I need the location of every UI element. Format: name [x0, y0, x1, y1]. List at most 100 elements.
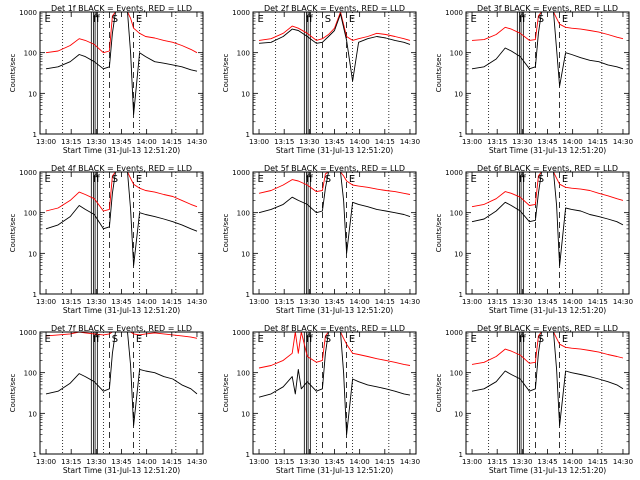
y-tick-label: 10	[241, 250, 250, 258]
x-tick-label: 13:00	[249, 298, 269, 306]
chart-panel-7: Det 7f BLACK = Events, RED = LLD 1 10 100 10…	[9, 324, 207, 475]
y-tick-label: 1000	[19, 169, 37, 177]
x-tick-label: 14:30	[400, 298, 420, 306]
y-tick-label: 100	[24, 210, 37, 218]
region-label: E	[562, 174, 568, 185]
y-tick-label: 1	[33, 451, 37, 459]
x-axis-label: Start Time (31-Jul-13 12:51:20)	[276, 306, 393, 315]
series-black-line	[471, 331, 624, 427]
x-tick-label: 13:00	[36, 298, 56, 306]
y-tick-label: 100	[24, 370, 37, 378]
series-black-line	[45, 331, 198, 427]
y-tick-label: 100	[450, 370, 463, 378]
y-tick-label: 1	[246, 131, 250, 139]
y-tick-label: 1	[459, 291, 463, 299]
chart-panel-9: Det 9f BLACK = Events, RED = LLD 1 10 100 10…	[435, 324, 633, 475]
region-label: S	[325, 14, 331, 25]
y-tick-label: 1000	[19, 329, 37, 337]
x-tick-label: 13:45	[537, 458, 557, 466]
chart-panel-5: Det 5f BLACK = Events, RED = LLD 1 10 100 10…	[222, 164, 420, 315]
region-label: E	[136, 174, 142, 185]
x-tick-label: 13:00	[249, 458, 269, 466]
series-red-line	[45, 171, 198, 212]
y-tick-label: 1000	[445, 329, 463, 337]
y-tick-label: 1	[246, 291, 250, 299]
x-tick-label: 13:45	[537, 298, 557, 306]
x-tick-label: 14:00	[350, 458, 370, 466]
y-tick-label: 1000	[445, 9, 463, 17]
x-tick-label: 14:15	[588, 138, 608, 146]
x-tick-label: 14:00	[563, 298, 583, 306]
x-tick-label: 14:15	[375, 298, 395, 306]
x-axis-label: Start Time (31-Jul-13 12:51:20)	[63, 146, 180, 155]
y-tick-label: 100	[450, 50, 463, 58]
region-label: E	[349, 14, 355, 25]
series-black-line	[471, 11, 624, 87]
x-tick-label: 13:15	[487, 458, 507, 466]
chart-title: Det 6f BLACK = Events, RED = LLD	[477, 164, 618, 173]
chart-title: Det 9f BLACK = Events, RED = LLD	[477, 324, 618, 333]
chart-panel-8: Det 8f BLACK = Events, RED = LLD 1 10 100 10…	[222, 324, 420, 475]
plot-frame	[252, 171, 417, 295]
x-tick-label: 13:15	[487, 138, 507, 146]
region-label: ff	[519, 334, 527, 345]
x-tick-label: 13:30	[86, 138, 106, 146]
region-label: S	[538, 174, 544, 185]
x-axis-label: Start Time (31-Jul-13 12:51:20)	[489, 466, 606, 475]
plot-frame	[465, 11, 630, 135]
plot-frame	[39, 331, 204, 455]
x-tick-label: 14:30	[613, 138, 633, 146]
y-tick-label: 100	[237, 210, 250, 218]
region-label: S	[325, 174, 331, 185]
y-axis-label: Counts/sec	[9, 374, 17, 413]
series-black-line	[258, 13, 411, 82]
y-axis-label: Counts/sec	[435, 54, 443, 93]
x-tick-label: 14:30	[187, 298, 207, 306]
region-label: ff	[306, 334, 314, 345]
x-tick-label: 13:15	[274, 138, 294, 146]
x-tick-label: 13:00	[462, 458, 482, 466]
x-tick-label: 14:30	[187, 458, 207, 466]
y-axis-label: Counts/sec	[222, 54, 230, 93]
region-label: S	[538, 334, 544, 345]
region-label: E	[258, 174, 264, 185]
y-tick-label: 1000	[232, 329, 250, 337]
region-label: E	[136, 14, 142, 25]
y-tick-label: 10	[241, 410, 250, 418]
x-axis-label: Start Time (31-Jul-13 12:51:20)	[489, 306, 606, 315]
series-black-line	[258, 331, 411, 436]
y-tick-label: 1	[33, 291, 37, 299]
y-tick-label: 1000	[445, 169, 463, 177]
x-axis-label: Start Time (31-Jul-13 12:51:20)	[63, 466, 180, 475]
series-black-line	[258, 171, 411, 254]
x-tick-label: 13:30	[299, 458, 319, 466]
y-tick-label: 1	[459, 131, 463, 139]
y-tick-label: 1000	[232, 169, 250, 177]
region-label: E	[258, 14, 264, 25]
x-axis-label: Start Time (31-Jul-13 12:51:20)	[63, 306, 180, 315]
x-tick-label: 14:00	[563, 138, 583, 146]
x-tick-label: 13:00	[36, 138, 56, 146]
x-tick-label: 14:15	[588, 458, 608, 466]
chart-title: Det 5f BLACK = Events, RED = LLD	[264, 164, 405, 173]
x-tick-label: 13:15	[487, 298, 507, 306]
y-tick-label: 1000	[232, 9, 250, 17]
y-axis-label: Counts/sec	[9, 214, 17, 253]
region-label: E	[562, 334, 568, 345]
x-tick-label: 14:30	[187, 138, 207, 146]
x-tick-label: 13:45	[111, 458, 131, 466]
x-tick-label: 14:15	[375, 458, 395, 466]
x-tick-label: 13:15	[61, 138, 81, 146]
x-tick-label: 14:00	[350, 298, 370, 306]
y-tick-label: 10	[28, 90, 37, 98]
x-axis-label: Start Time (31-Jul-13 12:51:20)	[276, 146, 393, 155]
region-label: E	[562, 14, 568, 25]
region-label: S	[112, 174, 118, 185]
x-tick-label: 13:00	[462, 298, 482, 306]
region-label: E	[471, 174, 477, 185]
region-label: ff	[306, 174, 314, 185]
y-tick-label: 100	[237, 50, 250, 58]
region-label: S	[112, 14, 118, 25]
x-tick-label: 13:15	[61, 298, 81, 306]
